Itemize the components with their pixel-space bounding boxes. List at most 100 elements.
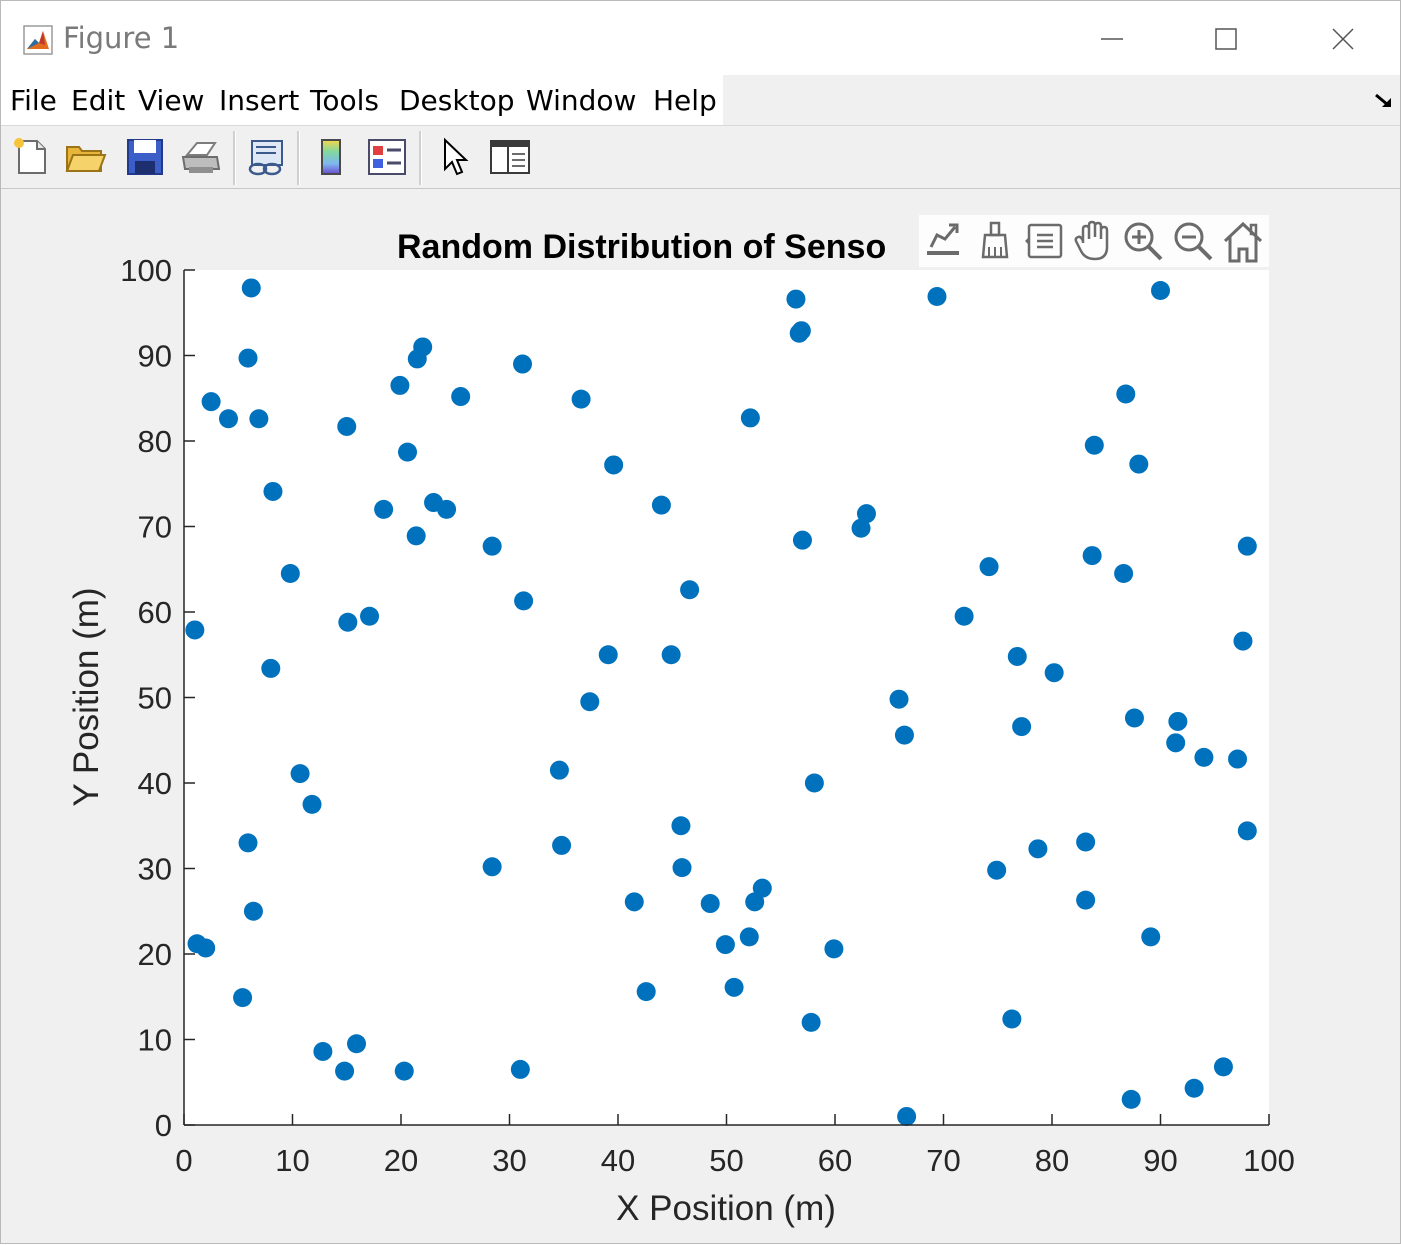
data-point[interactable] <box>1151 281 1170 301</box>
data-point[interactable] <box>1076 832 1096 852</box>
data-point[interactable] <box>482 536 502 556</box>
data-point[interactable] <box>1124 708 1144 728</box>
data-point[interactable] <box>437 499 457 519</box>
menu-file[interactable]: File <box>10 84 57 117</box>
data-point[interactable] <box>636 982 656 1002</box>
minimize-icon[interactable] <box>1087 17 1137 61</box>
data-point[interactable] <box>238 833 258 853</box>
data-point[interactable] <box>651 495 671 515</box>
data-point[interactable] <box>1168 711 1188 731</box>
home-icon[interactable] <box>1223 221 1263 263</box>
data-point[interactable] <box>1121 1089 1141 1109</box>
close-icon[interactable] <box>1317 17 1367 61</box>
data-point[interactable] <box>856 504 876 524</box>
data-point[interactable] <box>196 938 216 958</box>
data-point[interactable] <box>851 518 871 538</box>
data-point[interactable] <box>406 526 426 546</box>
data-point[interactable] <box>700 894 720 914</box>
data-point[interactable] <box>724 977 744 997</box>
data-point[interactable] <box>598 645 618 665</box>
data-point[interactable] <box>897 1106 917 1126</box>
data-point[interactable] <box>752 878 772 898</box>
data-point[interactable] <box>280 564 300 584</box>
datatip-icon[interactable] <box>1025 223 1063 259</box>
data-point[interactable] <box>233 988 253 1008</box>
legend-icon[interactable] <box>365 135 409 179</box>
data-point[interactable] <box>571 389 591 409</box>
link-plot-icon[interactable] <box>244 135 288 179</box>
data-point[interactable] <box>792 530 812 550</box>
data-point[interactable] <box>549 760 569 780</box>
menu-edit[interactable]: Edit <box>71 84 126 117</box>
data-point[interactable] <box>1082 546 1102 566</box>
data-point[interactable] <box>1184 1078 1204 1098</box>
data-point[interactable] <box>313 1041 333 1061</box>
data-point[interactable] <box>801 1012 821 1032</box>
data-point[interactable] <box>1012 717 1032 737</box>
brush-icon[interactable] <box>981 221 1009 259</box>
data-point[interactable] <box>979 557 999 577</box>
data-point[interactable] <box>661 645 681 665</box>
data-point[interactable] <box>604 455 624 475</box>
zoom-in-icon[interactable] <box>1124 222 1163 261</box>
data-point[interactable] <box>1141 927 1161 947</box>
data-point[interactable] <box>347 1034 367 1054</box>
data-point[interactable] <box>1002 1009 1022 1029</box>
data-point[interactable] <box>360 606 380 626</box>
data-point[interactable] <box>740 408 760 428</box>
data-point[interactable] <box>927 287 947 307</box>
open-file-icon[interactable] <box>63 135 107 179</box>
menu-tools[interactable]: Tools <box>310 84 379 117</box>
export-icon[interactable] <box>927 223 959 255</box>
data-point[interactable] <box>338 612 358 632</box>
data-point[interactable] <box>261 658 281 678</box>
data-point[interactable] <box>1044 663 1064 683</box>
menu-desktop[interactable]: Desktop <box>399 84 515 117</box>
data-point[interactable] <box>552 835 572 855</box>
data-point[interactable] <box>1084 435 1104 455</box>
data-point[interactable] <box>185 620 205 640</box>
maximize-icon[interactable] <box>1201 17 1251 61</box>
data-point[interactable] <box>824 939 844 959</box>
data-point[interactable] <box>624 892 644 912</box>
data-point[interactable] <box>337 416 357 436</box>
menu-insert[interactable]: Insert <box>219 84 300 117</box>
data-point[interactable] <box>513 354 533 374</box>
data-point[interactable] <box>672 858 692 878</box>
data-point[interactable] <box>954 606 974 626</box>
data-point[interactable] <box>680 580 700 600</box>
save-icon[interactable] <box>123 135 167 179</box>
data-point[interactable] <box>791 321 811 341</box>
edit-plot-icon[interactable] <box>433 135 477 179</box>
data-point[interactable] <box>241 278 261 298</box>
data-point[interactable] <box>1028 839 1048 859</box>
data-point[interactable] <box>739 927 759 947</box>
data-point[interactable] <box>1076 890 1096 910</box>
new-figure-icon[interactable] <box>9 135 53 179</box>
pan-icon[interactable] <box>1074 220 1109 261</box>
data-point[interactable] <box>1194 747 1214 767</box>
data-point[interactable] <box>786 289 806 309</box>
data-point[interactable] <box>302 794 322 814</box>
data-point[interactable] <box>451 387 471 407</box>
data-point[interactable] <box>510 1059 530 1079</box>
data-point[interactable] <box>987 860 1007 880</box>
data-point[interactable] <box>407 349 427 369</box>
data-point[interactable] <box>290 764 310 784</box>
data-point[interactable] <box>1116 384 1136 404</box>
data-point[interactable] <box>243 901 263 921</box>
data-point[interactable] <box>238 348 258 368</box>
data-point[interactable] <box>374 499 394 519</box>
data-point[interactable] <box>398 442 418 462</box>
menu-view[interactable]: View <box>138 84 205 117</box>
data-point[interactable] <box>1233 631 1253 651</box>
data-point[interactable] <box>201 392 221 412</box>
zoom-out-icon[interactable] <box>1174 222 1213 261</box>
data-point[interactable] <box>1007 646 1027 666</box>
property-inspector-icon[interactable] <box>488 135 532 179</box>
data-point[interactable] <box>894 725 914 745</box>
menu-window[interactable]: Window <box>526 84 637 117</box>
data-point[interactable] <box>514 591 534 611</box>
data-point[interactable] <box>390 375 410 395</box>
colorbar-icon[interactable] <box>309 135 353 179</box>
